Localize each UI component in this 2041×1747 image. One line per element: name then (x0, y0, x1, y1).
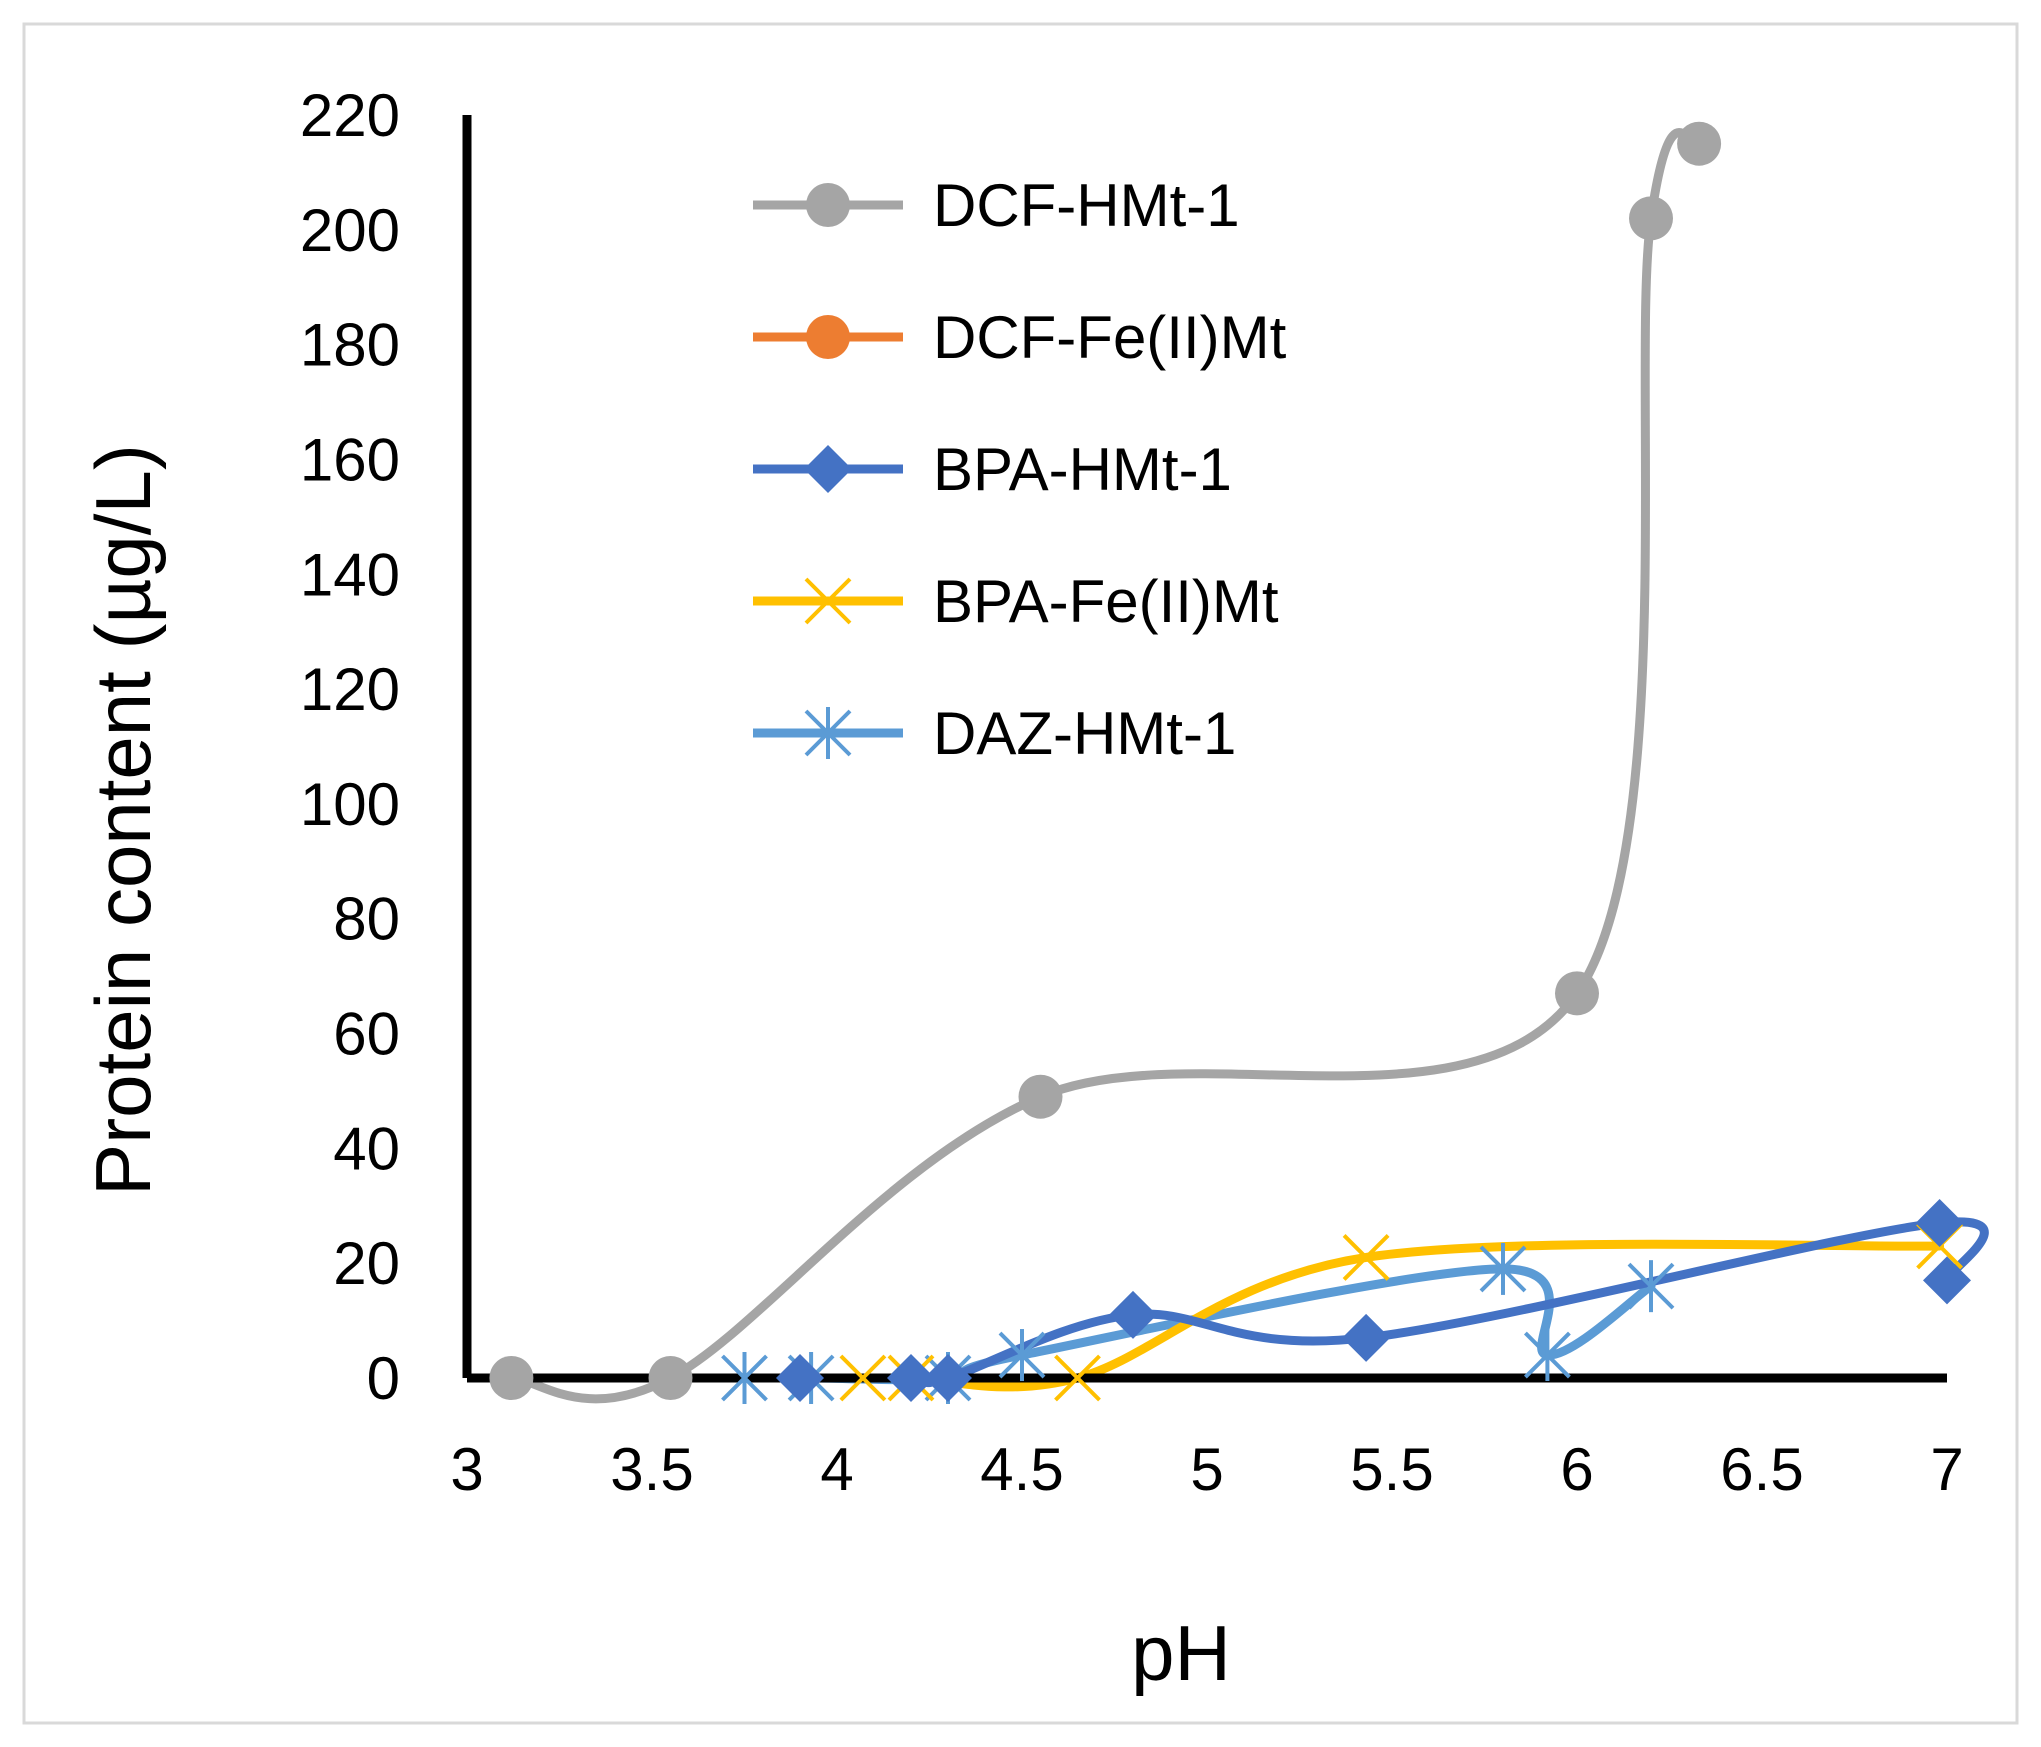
y-tick-label: 160 (300, 426, 400, 493)
chart-frame (22, 22, 2019, 1725)
legend-marker (804, 445, 852, 493)
legend-label: DCF-HMt-1 (933, 172, 1240, 239)
legend-label: DAZ-HMt-1 (933, 700, 1236, 767)
y-tick-label: 60 (333, 1001, 400, 1068)
x-tick-label: 6 (1560, 1436, 1593, 1503)
legend-label: BPA-Fe(II)Mt (933, 568, 1279, 635)
legend-label: DCF-Fe(II)Mt (933, 304, 1287, 371)
legend-marker (804, 577, 852, 625)
x-tick-label: 4 (820, 1436, 853, 1503)
data-point (1923, 1256, 1971, 1305)
y-tick-label: 100 (300, 771, 400, 838)
y-tick-label: 200 (300, 197, 400, 264)
data-point (1627, 1260, 1675, 1313)
legend-marker (804, 707, 852, 759)
y-tick-label: 20 (333, 1230, 400, 1297)
data-point (1555, 971, 1599, 1016)
x-tick-label: 5.5 (1350, 1436, 1433, 1503)
legend-label: BPA-HMt-1 (933, 436, 1232, 503)
data-point (1342, 1313, 1391, 1362)
x-tick-labels: 3 3.5 4 4.5 5 5.5 6 6.5 7 (450, 1436, 1963, 1503)
data-point (1342, 1234, 1390, 1281)
data-point (1018, 1074, 1063, 1119)
x-axis-title: pH (1131, 1609, 1231, 1697)
data-point (1479, 1242, 1527, 1295)
marker-layer (489, 121, 1971, 1404)
y-axis-title: Protein content (µg/L) (79, 444, 167, 1196)
data-point (1523, 1329, 1571, 1382)
y-tick-label: 180 (300, 312, 400, 379)
data-point (648, 1356, 693, 1400)
data-point (924, 1354, 972, 1402)
data-point (1629, 196, 1673, 241)
data-point (839, 1354, 887, 1402)
x-tick-label: 3 (450, 1436, 483, 1503)
y-tick-label: 80 (333, 886, 400, 953)
data-point (1677, 121, 1722, 166)
data-point (776, 1354, 824, 1402)
x-tick-label: 4.5 (980, 1436, 1063, 1503)
legend: DCF-HMt-1 DCF-Fe(II)Mt BPA-HMt-1 BPA-Fe(II)… (753, 172, 1287, 767)
x-tick-label: 7 (1930, 1436, 1963, 1503)
data-point (1109, 1290, 1157, 1339)
data-point (1054, 1354, 1101, 1402)
data-point (489, 1356, 534, 1400)
y-tick-label: 0 (367, 1345, 400, 1412)
y-tick-label: 220 (300, 82, 400, 149)
legend-marker (806, 183, 850, 227)
y-tick-labels: 0 20 40 60 80 100 120 140 160 180 200 220 (300, 82, 400, 1412)
data-point (998, 1329, 1046, 1382)
y-tick-label: 40 (333, 1115, 400, 1182)
y-tick-label: 140 (300, 541, 400, 608)
y-tick-label: 120 (300, 656, 400, 723)
x-tick-label: 5 (1190, 1436, 1223, 1503)
x-tick-label: 6.5 (1720, 1436, 1803, 1503)
data-point (887, 1354, 935, 1402)
x-tick-label: 3.5 (610, 1436, 693, 1503)
data-point (721, 1352, 768, 1404)
data-point (1915, 1198, 1964, 1247)
legend-marker (806, 315, 850, 359)
